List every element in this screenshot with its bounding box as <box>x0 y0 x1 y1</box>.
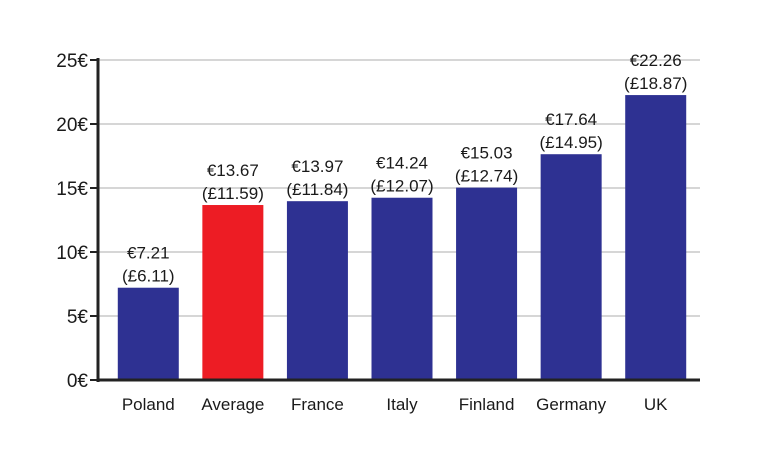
y-tick-label: 10€ <box>56 243 88 264</box>
x-category-label: UK <box>644 395 668 414</box>
bars <box>117 95 687 381</box>
bar-finland <box>456 187 518 380</box>
data-label-gbp: (£11.84) <box>286 180 348 199</box>
y-tick-label: 20€ <box>56 115 88 136</box>
bar-germany <box>540 154 602 380</box>
data-label-eur: €17.64 <box>545 110 597 129</box>
data-label-gbp: (£14.95) <box>539 133 602 152</box>
data-label-eur: €15.03 <box>461 144 513 163</box>
data-label-eur: €13.67 <box>207 161 259 180</box>
bar-average <box>202 205 264 380</box>
bar-france <box>286 201 348 380</box>
bar-italy <box>371 197 433 380</box>
x-category-label: Italy <box>386 395 418 414</box>
x-category-label: Finland <box>459 395 515 414</box>
data-label-eur: €13.97 <box>291 157 343 176</box>
bar-poland <box>117 287 179 380</box>
labels: 0€ 5€ 10€ 15€ 20€ 25€ €7.21 (£6.11) Poland €13.67… <box>56 51 687 414</box>
x-category-label: Germany <box>536 395 606 414</box>
x-category-label: Poland <box>122 395 175 414</box>
data-label-gbp: (£18.87) <box>624 74 687 93</box>
data-label-eur: €7.21 <box>127 244 170 263</box>
y-tick-label: 15€ <box>56 179 88 200</box>
data-label-gbp: (£12.74) <box>455 167 518 186</box>
data-label-gbp: (£6.11) <box>122 267 175 286</box>
data-label-gbp: (£12.07) <box>370 177 433 196</box>
axes <box>90 58 700 382</box>
x-category-label: Average <box>201 395 264 414</box>
x-category-label: France <box>291 395 344 414</box>
y-tick-label: 0€ <box>67 371 89 392</box>
bar-uk <box>625 95 687 381</box>
data-label-gbp: (£11.59) <box>202 184 264 203</box>
y-tick-label: 25€ <box>56 51 88 72</box>
data-label-eur: €22.26 <box>630 51 682 70</box>
y-tick-label: 5€ <box>67 307 89 328</box>
data-label-eur: €14.24 <box>376 154 428 173</box>
